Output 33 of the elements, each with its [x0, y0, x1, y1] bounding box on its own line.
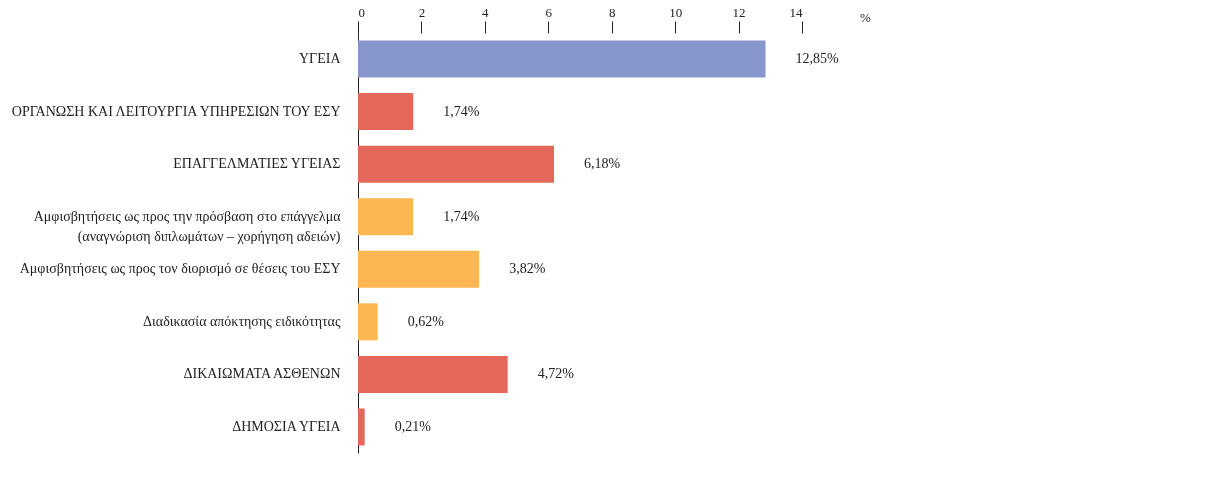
y-tick-label: ΕΠΑΓΓΕΛΜΑΤΙΕΣ ΥΓΕΙΑΣ: [173, 156, 341, 172]
y-tick-label: ΔΗΜΟΣΙΑ ΥΓΕΙΑ: [232, 418, 342, 434]
x-tick-label: 8: [608, 4, 616, 20]
data-label: 4,72%: [537, 366, 575, 382]
bar: [358, 198, 414, 236]
x-axis-title: %: [860, 9, 872, 25]
bar: [358, 250, 480, 288]
y-tick-label: ΥΓΕΙΑ: [298, 51, 342, 67]
data-label: 0,62%: [407, 313, 445, 329]
data-label: 0,21%: [394, 418, 432, 434]
bar: [358, 408, 365, 446]
y-tick-label: Αμφισβητήσεις ως προς τον διορισμό σε θέσεις του ΕΣΥ: [19, 261, 341, 277]
data-label: 1,74%: [443, 103, 480, 119]
x-tick-label: 14: [789, 4, 803, 20]
y-tick-label: Αμφισβητήσεις ως προς την πρόσβαση στο επάγγελμα (αναγνώριση διπλωμάτων – χορήγηση αδειών): [33, 208, 342, 245]
data-label: 12,85%: [795, 51, 840, 67]
x-tick-label: 2: [418, 4, 426, 20]
y-tick-label: ΔΙΚΑΙΩΜΑΤΑ ΑΣΘΕΝΩΝ: [183, 366, 341, 382]
y-tick-label: ΟΡΓΑΝΩΣΗ ΚΑΙ ΛΕΙΤΟΥΡΓΙΑ ΥΠΗΡΕΣΙΩΝ ΤΟΥ ΕΣΥ: [11, 103, 341, 119]
x-tick-label: 6: [545, 4, 553, 20]
x-tick-label: 4: [482, 4, 490, 20]
x-tick-label: 12: [732, 4, 746, 20]
bar: [358, 145, 554, 183]
bar: [358, 303, 378, 341]
bar: [358, 93, 414, 131]
x-tick-label: 0: [358, 4, 365, 20]
bar: [358, 355, 508, 393]
x-tick-label: 10: [669, 4, 683, 20]
data-label: 6,18%: [583, 156, 621, 172]
data-label: 1,74%: [443, 208, 480, 224]
bar: [358, 40, 766, 78]
y-tick-label: Διαδικασία απόκτησης ειδικότητας: [143, 313, 341, 329]
data-label: 3,82%: [509, 261, 546, 277]
